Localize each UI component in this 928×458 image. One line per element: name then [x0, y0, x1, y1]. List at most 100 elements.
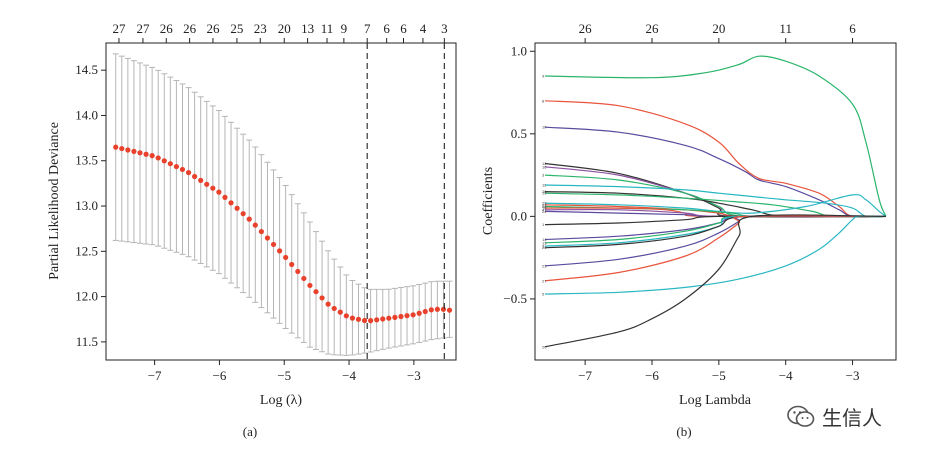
coef-path-label: 1: [542, 222, 545, 227]
deviance-point: [349, 315, 356, 321]
deviance-point: [234, 205, 240, 211]
coef-path-label: 23: [542, 263, 547, 268]
deviance-point: [258, 228, 264, 235]
deviance-point: [404, 313, 410, 319]
deviance-point: [270, 241, 277, 248]
panel-b-label: (b): [676, 424, 691, 439]
deviance-point: [361, 317, 368, 324]
y-tick-label: 0.0: [511, 208, 527, 223]
deviance-point: [307, 282, 313, 289]
deviance-point: [155, 155, 161, 161]
deviance-point: [392, 314, 398, 320]
top-tick-label: 6: [849, 21, 856, 36]
x-tick-label: −4: [342, 368, 356, 383]
panel-b-frame: [534, 42, 897, 361]
y-tick-label: 11.5: [76, 334, 98, 349]
coef-path-label: 26: [542, 189, 547, 194]
deviance-point: [319, 295, 325, 301]
coef-path-10: [544, 126, 887, 218]
deviance-point: [210, 185, 216, 191]
x-tick-label: −5: [277, 368, 291, 383]
deviance-point: [125, 147, 131, 153]
coef-path-label: 3: [542, 173, 545, 178]
deviance-point: [246, 216, 252, 222]
coef-path-label: 9: [542, 74, 545, 79]
deviance-point: [252, 222, 258, 228]
top-tick-label: 9: [341, 21, 348, 36]
deviance-point: [113, 144, 119, 150]
x-tick-label: −6: [213, 368, 227, 383]
coef-path-label: 8: [542, 98, 545, 103]
deviance-point: [198, 177, 204, 183]
coef-path-label: 16: [542, 164, 547, 169]
coef-path-label: 24: [542, 209, 547, 214]
coef-path-label: 2: [542, 244, 545, 249]
coef-path-label: 11: [542, 182, 547, 187]
x-tick-label: −4: [779, 368, 793, 383]
top-tick-label: 26: [206, 21, 220, 36]
deviance-point: [440, 306, 447, 312]
deviance-point: [374, 317, 380, 323]
panel-b-ylabel: Coefficients: [481, 167, 496, 235]
deviance-point: [179, 166, 186, 173]
deviance-point: [343, 313, 349, 319]
watermark-text: 生信人: [822, 406, 882, 430]
top-tick-label: 20: [712, 21, 725, 36]
deviance-point: [422, 308, 428, 315]
y-tick-label: 12.5: [75, 243, 98, 258]
deviance-point: [410, 312, 416, 318]
x-tick-label: −7: [148, 368, 162, 383]
coef-path-label: 18: [542, 206, 547, 211]
deviance-point: [228, 200, 234, 206]
coef-path-11: [544, 184, 887, 218]
deviance-point: [325, 301, 331, 307]
top-tick-label: 26: [160, 21, 174, 36]
top-tick-label: 13: [301, 21, 314, 36]
deviance-point: [149, 153, 155, 159]
deviance-point: [446, 307, 453, 313]
top-tick-label: 27: [136, 21, 150, 36]
deviance-point: [398, 313, 404, 320]
deviance-point: [331, 305, 337, 312]
top-tick-label: 6: [383, 21, 390, 36]
deviance-point: [428, 307, 434, 313]
y-tick-label: 14.0: [75, 107, 98, 122]
top-tick-label: 27: [112, 21, 126, 36]
panel-a-deviance-chart: −7 −6 −5 −4 −3 11.512.012.513.013.514.014.5 …: [47, 21, 457, 439]
deviance-point: [173, 163, 180, 170]
x-tick-label: −3: [846, 368, 860, 383]
deviance-point: [143, 151, 149, 157]
deviance-point: [204, 181, 210, 187]
x-tick-label: −5: [712, 368, 726, 383]
top-tick-label: 6: [400, 21, 407, 36]
top-tick-label: 26: [579, 21, 593, 36]
top-tick-label: 20: [278, 21, 291, 36]
deviance-point: [222, 194, 228, 200]
wechat-icon: [786, 404, 816, 430]
top-tick-label: 4: [420, 21, 427, 36]
coef-path-29: [544, 194, 887, 217]
top-tick-label: 11: [779, 21, 792, 36]
coef-path-label: 29: [542, 201, 547, 206]
deviance-point: [355, 316, 362, 322]
top-tick-label: 25: [230, 21, 243, 36]
deviance-point: [283, 254, 289, 261]
top-tick-label: 7: [364, 21, 371, 36]
y-tick-label: 14.5: [75, 62, 98, 77]
deviance-point: [386, 315, 392, 321]
coef-path-label: 14: [542, 237, 547, 242]
top-tick-label: 26: [645, 21, 659, 36]
deviance-point: [119, 145, 125, 152]
deviance-point: [295, 268, 301, 275]
coef-path-27: [544, 215, 887, 282]
y-tick-label: −0.5: [503, 291, 527, 306]
x-tick-label: −7: [578, 368, 592, 383]
deviance-point: [137, 150, 143, 156]
coef-path-label: 10: [542, 125, 547, 130]
coef-path-8: [544, 100, 887, 218]
coef-path-5: [544, 215, 887, 295]
deviance-point: [434, 306, 440, 312]
panel-a-xlabel: Log (λ): [260, 393, 303, 408]
top-tick-label: 3: [441, 21, 448, 36]
